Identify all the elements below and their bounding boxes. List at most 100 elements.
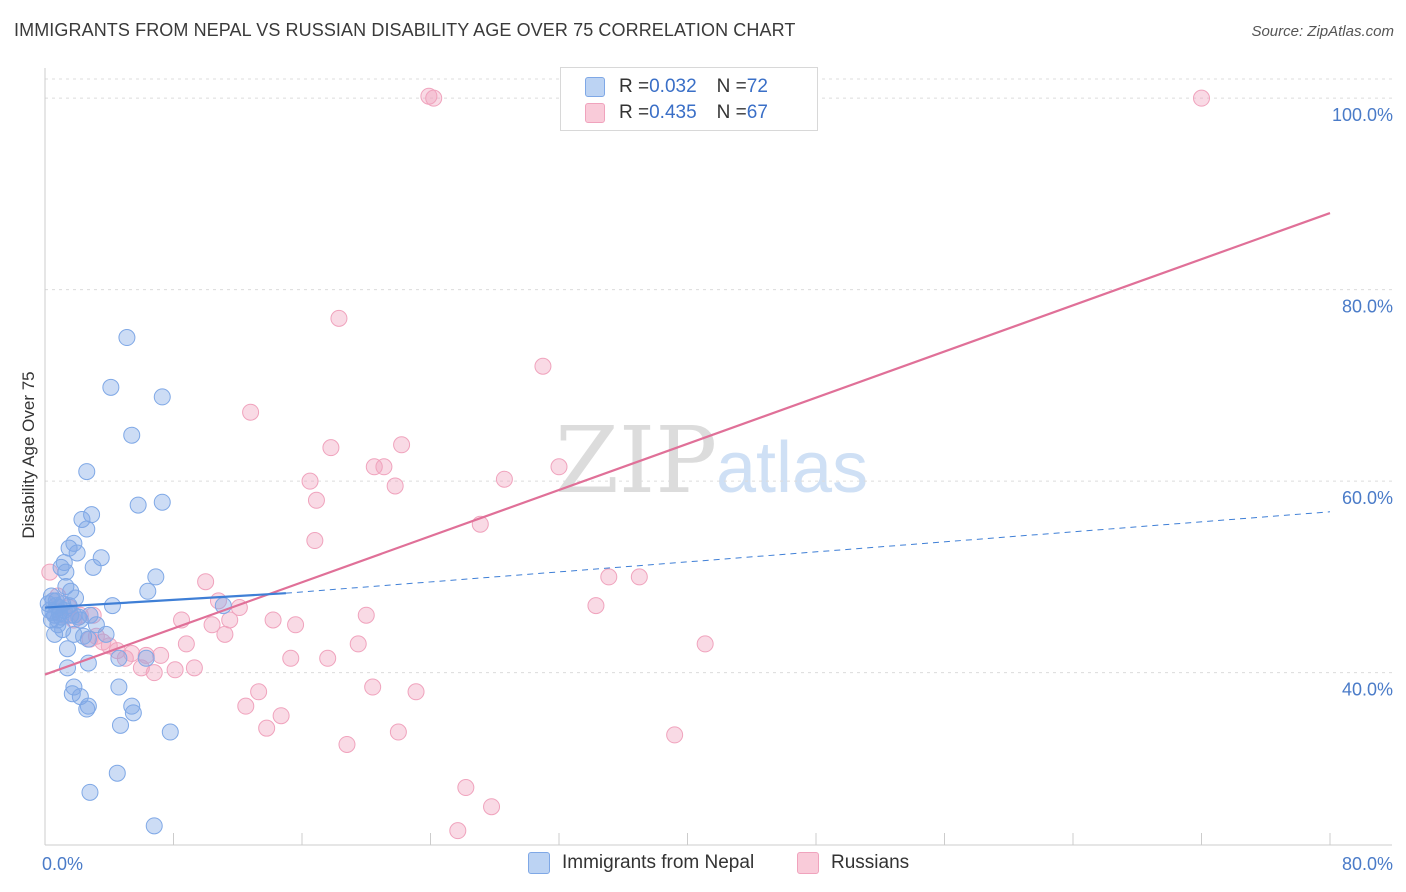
nepal-point	[110, 678, 128, 696]
nepal-point	[83, 506, 101, 524]
bottom-legend-label: Immigrants from Nepal	[562, 852, 755, 873]
russians-point	[375, 458, 393, 476]
nepal-point	[139, 582, 157, 600]
nepal-point	[54, 621, 72, 639]
nepal-point	[124, 704, 142, 722]
nepal-point	[52, 558, 70, 576]
legend-r-label: R =	[619, 76, 650, 97]
trend-lines	[44, 212, 1331, 676]
russians-point	[145, 664, 163, 682]
watermark: ZIP atlas	[555, 407, 868, 514]
russians-point	[322, 439, 340, 457]
russians-point	[550, 458, 568, 476]
legend-n-value: 67	[746, 102, 768, 123]
russians-point	[237, 697, 255, 715]
russians-point	[330, 309, 348, 327]
legend-swatch-blue	[585, 77, 605, 97]
russians-point	[407, 683, 425, 701]
nepal-point	[60, 539, 78, 557]
russians-point	[534, 357, 552, 375]
x-tick-label: 0.0%	[42, 854, 83, 874]
nepal-point	[65, 678, 83, 696]
legend-r-value: 0.435	[649, 102, 697, 123]
nepal-point	[123, 426, 141, 444]
nepal-point	[123, 697, 141, 715]
russians-points	[41, 87, 1210, 840]
nepal-point	[46, 625, 64, 643]
russians-point	[587, 597, 605, 615]
y-tick-label: 80.0%	[1342, 297, 1393, 317]
russians-point	[338, 735, 356, 753]
russians-point	[185, 659, 203, 677]
legend-row-russians: R = 0.435 N = 67	[585, 101, 768, 125]
russians-point	[177, 635, 195, 653]
russians-point	[216, 625, 234, 643]
russians-point	[306, 532, 324, 550]
y-tick-label: 60.0%	[1342, 488, 1393, 508]
russians-point	[221, 611, 239, 629]
nepal-point	[47, 592, 65, 610]
nepal-point	[92, 549, 110, 567]
nepal-point	[129, 496, 147, 514]
russians-point	[166, 661, 184, 679]
legend-row-nepal: R = 0.032 N = 72	[585, 75, 768, 99]
russians-point	[483, 798, 501, 816]
y-tick-label: 100.0%	[1332, 105, 1393, 125]
russians-point	[287, 616, 305, 634]
nepal-point	[145, 817, 163, 835]
russians-point	[357, 606, 375, 624]
nepal-point	[65, 625, 83, 643]
nepal-point	[78, 463, 96, 481]
nepal-point	[79, 630, 97, 648]
russians-point	[365, 458, 383, 476]
russians-point	[349, 635, 367, 653]
nepal-point	[79, 697, 97, 715]
watermark-atlas: atlas	[716, 428, 868, 508]
nepal-point	[68, 544, 86, 562]
bottom-legend-swatch-blue	[528, 852, 550, 874]
legend-r-value: 0.032	[649, 76, 697, 97]
nepal-point	[137, 649, 155, 667]
bottom-legend-russians: Russians	[797, 852, 909, 874]
bottom-legend-swatch-pink	[797, 852, 819, 874]
nepal-point	[111, 716, 129, 734]
russians-point	[203, 616, 221, 634]
source-label: Source: ZipAtlas.com	[1251, 23, 1394, 40]
russians-point	[301, 472, 319, 490]
nepal-point	[147, 568, 165, 586]
watermark-zip: ZIP	[555, 407, 717, 514]
russians-point	[319, 649, 337, 667]
nepal-point	[58, 659, 76, 677]
russians-point	[242, 403, 260, 421]
bottom-legend-nepal: Immigrants from Nepal	[528, 852, 754, 874]
russians-point	[457, 779, 475, 797]
axes	[44, 68, 1392, 846]
y-tick-labels: 40.0% 60.0% 80.0% 100.0%	[1332, 105, 1393, 700]
nepal-point	[73, 510, 91, 528]
y-axis-label: Disability Age Over 75	[19, 371, 38, 538]
nepal-point	[67, 589, 85, 607]
nepal-point	[62, 606, 80, 624]
legend-n-value: 72	[746, 76, 768, 97]
russians-point	[364, 678, 382, 696]
russians-point	[282, 649, 300, 667]
nepal-point	[65, 534, 83, 552]
x-tick-labels: 0.0% 80.0%	[42, 854, 1393, 874]
russians-point	[449, 822, 467, 840]
nepal-trend-line	[44, 592, 287, 609]
nepal-point	[102, 378, 120, 396]
nepal-point	[153, 493, 171, 511]
russians-point	[425, 89, 443, 107]
nepal-point	[58, 640, 76, 658]
russians-point	[389, 723, 407, 741]
nepal-point	[110, 649, 128, 667]
gridlines	[45, 78, 1392, 674]
nepal-point	[97, 625, 115, 643]
nepal-point	[118, 329, 136, 347]
russians-point	[258, 719, 276, 737]
russians-point	[386, 477, 404, 495]
russians-point	[197, 573, 215, 591]
russians-point	[630, 568, 648, 586]
russians-trend-line	[44, 212, 1331, 676]
